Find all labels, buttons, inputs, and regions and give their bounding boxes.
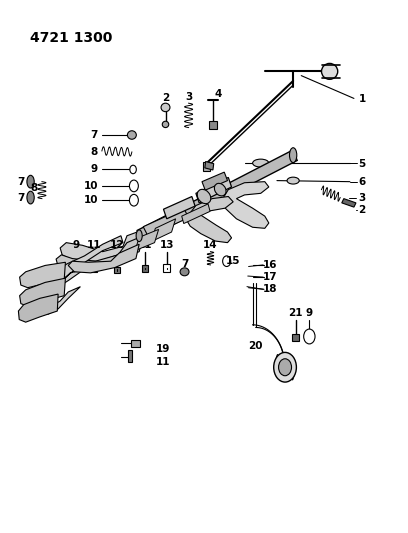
Ellipse shape — [162, 121, 169, 127]
Text: 19: 19 — [156, 344, 171, 354]
Circle shape — [130, 165, 136, 174]
Polygon shape — [20, 262, 65, 288]
Polygon shape — [196, 177, 232, 203]
Circle shape — [129, 180, 138, 192]
Bar — [131, 340, 140, 347]
Text: 7: 7 — [17, 192, 24, 203]
Polygon shape — [342, 199, 356, 207]
Bar — [114, 267, 120, 273]
Ellipse shape — [180, 268, 189, 276]
Polygon shape — [18, 294, 58, 322]
Polygon shape — [68, 244, 139, 273]
Ellipse shape — [287, 177, 299, 184]
Polygon shape — [20, 278, 65, 306]
Polygon shape — [220, 182, 269, 228]
Ellipse shape — [27, 191, 34, 204]
Text: 9: 9 — [90, 165, 98, 174]
Ellipse shape — [197, 189, 211, 204]
Text: 12: 12 — [110, 240, 124, 251]
Text: 7: 7 — [90, 130, 98, 140]
Polygon shape — [203, 161, 210, 171]
Polygon shape — [205, 161, 214, 170]
Polygon shape — [202, 172, 228, 190]
Text: 8: 8 — [90, 147, 98, 157]
Text: 17: 17 — [262, 272, 277, 282]
Text: 7: 7 — [17, 176, 24, 187]
Text: 11: 11 — [138, 240, 153, 251]
Text: 15: 15 — [226, 256, 240, 266]
Polygon shape — [151, 219, 175, 241]
Text: 16: 16 — [262, 260, 277, 270]
Circle shape — [279, 359, 292, 376]
Text: 20: 20 — [248, 341, 263, 351]
Circle shape — [304, 329, 315, 344]
Text: 4721 1300: 4721 1300 — [30, 30, 112, 45]
Bar — [209, 121, 217, 128]
Circle shape — [129, 195, 138, 206]
Bar — [142, 265, 149, 272]
Polygon shape — [40, 236, 123, 314]
Text: 1: 1 — [358, 94, 366, 104]
Circle shape — [223, 256, 231, 266]
Polygon shape — [164, 197, 195, 219]
Ellipse shape — [127, 131, 136, 139]
Text: 4: 4 — [215, 88, 222, 99]
Polygon shape — [137, 150, 297, 241]
Text: 6: 6 — [358, 177, 366, 187]
Bar — [164, 264, 170, 272]
Text: 2: 2 — [358, 205, 366, 215]
Ellipse shape — [214, 183, 226, 196]
Text: 11: 11 — [156, 357, 171, 367]
Ellipse shape — [27, 175, 34, 188]
Ellipse shape — [322, 63, 338, 79]
Text: 7: 7 — [181, 259, 188, 269]
Bar — [91, 265, 97, 272]
Text: 9: 9 — [73, 240, 80, 251]
Text: 2: 2 — [162, 93, 169, 103]
Text: 13: 13 — [160, 240, 174, 251]
Text: 3: 3 — [185, 92, 192, 102]
Polygon shape — [143, 208, 188, 236]
Text: 14: 14 — [203, 240, 218, 251]
Text: 5: 5 — [358, 159, 366, 168]
Text: 3: 3 — [358, 192, 366, 203]
Ellipse shape — [136, 230, 142, 241]
Text: 8: 8 — [30, 183, 38, 193]
Polygon shape — [182, 204, 210, 223]
Circle shape — [274, 352, 296, 382]
Bar — [128, 350, 132, 362]
Bar — [293, 334, 299, 341]
Polygon shape — [186, 197, 233, 243]
Text: 10: 10 — [84, 195, 99, 205]
Text: 18: 18 — [262, 284, 277, 294]
Text: 10: 10 — [84, 181, 99, 191]
Ellipse shape — [253, 159, 269, 167]
Ellipse shape — [290, 148, 297, 163]
Text: 21: 21 — [288, 308, 303, 318]
Polygon shape — [135, 229, 159, 251]
Text: 9: 9 — [306, 308, 313, 318]
Polygon shape — [56, 236, 143, 271]
Polygon shape — [60, 228, 147, 261]
Ellipse shape — [161, 103, 170, 112]
Text: 11: 11 — [86, 240, 101, 251]
Circle shape — [73, 263, 80, 272]
